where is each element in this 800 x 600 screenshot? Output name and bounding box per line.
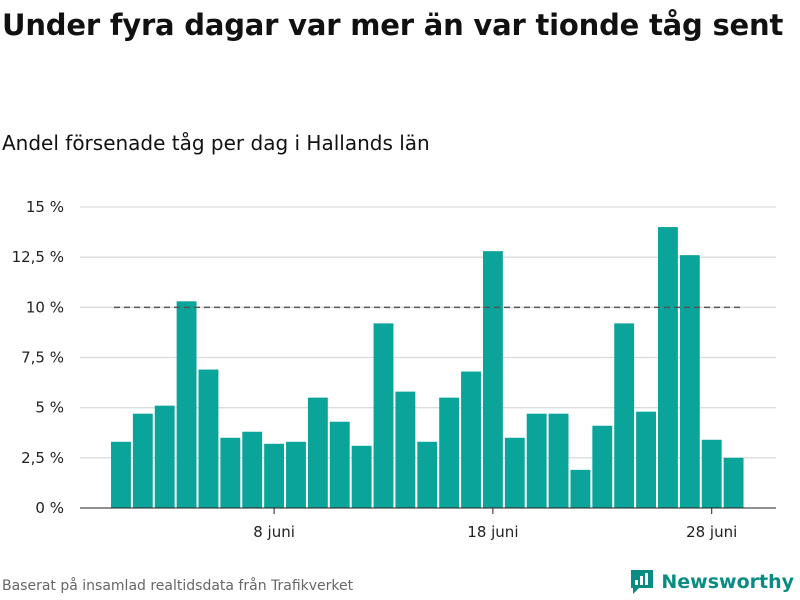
bar	[154, 405, 175, 508]
y-tick-label: 12,5 %	[12, 248, 64, 266]
bar	[723, 457, 744, 508]
bar	[329, 421, 350, 508]
bar	[111, 441, 131, 508]
bar	[636, 411, 656, 508]
bar	[264, 443, 285, 508]
x-axis-ticks: 8 juni 18 juni 28 juni	[253, 508, 737, 541]
y-tick-label: 2,5 %	[21, 449, 64, 467]
bar	[286, 441, 306, 508]
chart-subtitle: Andel försenade tåg per dag i Hallands l…	[2, 131, 430, 155]
bar	[482, 251, 503, 508]
chart-title: Under fyra dagar var mer än var tionde t…	[2, 8, 784, 42]
y-tick-label: 5 %	[35, 399, 64, 417]
bar	[176, 301, 197, 508]
bar	[439, 397, 460, 508]
x-tick-label: 28 juni	[686, 523, 737, 541]
y-tick-label: 15 %	[26, 198, 64, 216]
bar	[417, 441, 438, 508]
bar	[504, 437, 525, 508]
x-tick-label: 8 juni	[253, 523, 295, 541]
y-tick-label: 10 %	[26, 298, 64, 316]
bars	[111, 227, 744, 509]
brand-name: Newsworthy	[661, 571, 794, 593]
y-tick-label: 0 %	[35, 499, 64, 517]
bar	[570, 469, 591, 508]
bar	[351, 445, 372, 508]
x-tick-label: 18 juni	[467, 523, 518, 541]
newsworthy-logo-icon	[631, 570, 654, 594]
bar	[373, 323, 394, 508]
bar	[307, 397, 328, 508]
bar	[526, 413, 547, 508]
bar	[242, 431, 263, 508]
bar	[614, 323, 635, 508]
bar	[679, 255, 700, 508]
bar	[198, 369, 219, 508]
bar	[132, 413, 153, 508]
bar	[592, 425, 613, 508]
source-note: Baserat på insamlad realtidsdata från Tr…	[2, 578, 354, 594]
y-axis-tick-labels: 0 % 2,5 % 5 % 7,5 % 10 % 12,5 % 15 %	[12, 198, 64, 517]
bar	[658, 227, 678, 509]
bar	[548, 413, 569, 508]
bar	[395, 391, 416, 508]
y-tick-label: 7,5 %	[21, 349, 64, 367]
brand-logo: Newsworthy	[629, 568, 794, 596]
bar	[461, 371, 481, 508]
bar	[701, 439, 722, 508]
bar-chart: 0 % 2,5 % 5 % 7,5 % 10 % 12,5 % 15 % 8 juni 18 …	[12, 198, 776, 541]
bar	[220, 437, 241, 508]
